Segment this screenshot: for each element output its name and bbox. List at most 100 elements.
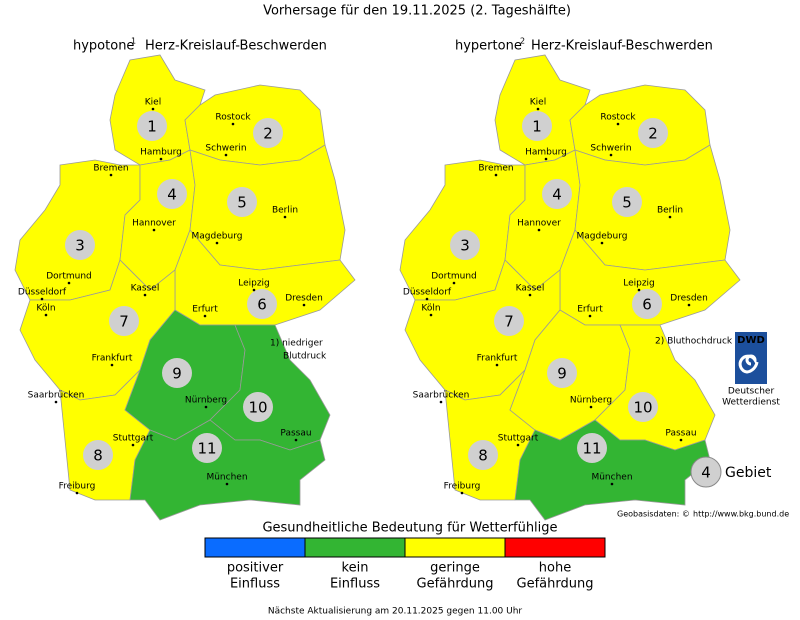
region-badge — [522, 111, 552, 141]
logo-text: Wetterdienst — [722, 398, 780, 408]
city-dot — [687, 303, 691, 307]
legend-label: geringe — [430, 561, 480, 576]
region-badge — [628, 392, 658, 422]
region-number: 4 — [167, 186, 177, 204]
city-label: Passau — [280, 429, 311, 439]
region-badge — [243, 392, 273, 422]
city-dot — [203, 314, 207, 318]
region-badge — [632, 289, 662, 319]
region-number: 5 — [237, 194, 247, 212]
city-dot — [589, 405, 593, 409]
city-label: Frankfurt — [477, 354, 518, 364]
legend-swatch — [204, 537, 306, 558]
region-number: 8 — [478, 447, 488, 465]
city-label: Kiel — [530, 98, 546, 108]
city-label: Dresden — [285, 294, 323, 304]
city-label: Dortmund — [46, 272, 92, 282]
region — [514, 419, 711, 521]
city-label: Rostock — [215, 113, 251, 123]
city-dot — [637, 288, 641, 292]
city-label: Passau — [665, 429, 696, 439]
city-dot — [588, 314, 592, 318]
city-dot — [75, 491, 79, 495]
city-dot — [252, 288, 256, 292]
city-label: Bremen — [93, 164, 128, 174]
region-number: 3 — [460, 237, 470, 255]
city-label: München — [206, 473, 247, 483]
credit-link[interactable]: http://www.bkg.bund.de — [693, 510, 789, 519]
city-dot — [109, 173, 113, 177]
map-subtitle: Herz-Kreislauf-Beschwerden — [145, 39, 327, 54]
region-badge — [542, 179, 572, 209]
city-dot — [495, 363, 499, 367]
region-number: 1 — [532, 118, 542, 136]
map-title: hypertone — [455, 39, 522, 54]
region-badge — [494, 306, 524, 336]
city-dot — [131, 443, 135, 447]
city-label: Köln — [36, 304, 55, 314]
legend-swatch — [504, 537, 606, 558]
region-number: 9 — [557, 365, 567, 383]
legend-label: kein — [342, 561, 369, 576]
legend-swatch — [304, 537, 406, 558]
region-badge — [612, 187, 642, 217]
city-dot — [67, 281, 71, 285]
city-dot — [152, 228, 156, 232]
region-badge — [547, 358, 577, 388]
region-badge — [450, 230, 480, 260]
logo-spiral — [738, 354, 759, 374]
key-text: Gebiet — [725, 465, 772, 481]
footnote: 2) Bluthochdruck — [655, 337, 733, 347]
legend-label: Gefährdung — [417, 577, 494, 592]
region — [129, 419, 326, 521]
legend-label: positiver — [227, 561, 284, 576]
city-label: Hannover — [517, 219, 561, 229]
key-badge — [690, 456, 722, 488]
city-label: Bremen — [478, 164, 513, 174]
region-number: 11 — [582, 440, 601, 458]
region-badge — [192, 433, 222, 463]
city-dot — [151, 107, 155, 111]
city-label: Köln — [421, 304, 440, 314]
city-label: Düsseldorf — [18, 288, 67, 298]
city-label: Freiburg — [444, 482, 481, 492]
city-label: Saarbrücken — [413, 391, 470, 401]
region-badge — [157, 179, 187, 209]
city-dot — [600, 241, 604, 245]
germany-map: 1 2 3 4 5 6 7 8 9 10 11 Kiel Rostock Hamburg Schwerin B… — [14, 54, 356, 521]
city-label: Hannover — [132, 219, 176, 229]
city-label: Berlin — [272, 206, 298, 216]
city-dot — [609, 153, 613, 157]
city-label: Erfurt — [577, 305, 603, 315]
region-number: 6 — [257, 296, 267, 314]
city-dot — [452, 281, 456, 285]
city-dot — [536, 107, 540, 111]
city-dot — [143, 293, 147, 297]
map-subtitle: Herz-Kreislauf-Beschwerden — [531, 39, 713, 54]
city-label: Freiburg — [59, 482, 96, 492]
germany-map: 1 2 3 4 5 6 7 8 9 10 11 Kiel Rostock Hamburg Schwerin B… — [399, 54, 741, 521]
region-number: 10 — [248, 399, 267, 417]
legend-swatch — [404, 537, 506, 558]
region — [574, 144, 731, 271]
region-number: 9 — [172, 365, 182, 383]
region-number: 6 — [642, 296, 652, 314]
city-label: Magdeburg — [577, 232, 628, 242]
city-dot — [679, 438, 683, 442]
region-badge — [83, 440, 113, 470]
city-label: Kassel — [131, 284, 160, 294]
region-number: 4 — [552, 186, 562, 204]
city-label: Stuttgart — [113, 434, 154, 444]
region-badge — [162, 358, 192, 388]
city-dot — [294, 438, 298, 442]
city-dot — [110, 363, 114, 367]
footer: Nächste Aktualisierung am 20.11.2025 geg… — [268, 607, 523, 617]
city-dot — [528, 293, 532, 297]
city-label: Frankfurt — [92, 354, 133, 364]
city-label: Kiel — [145, 98, 161, 108]
region-badge — [137, 111, 167, 141]
city-dot — [668, 215, 672, 219]
city-label: Magdeburg — [192, 232, 243, 242]
city-dot — [215, 241, 219, 245]
